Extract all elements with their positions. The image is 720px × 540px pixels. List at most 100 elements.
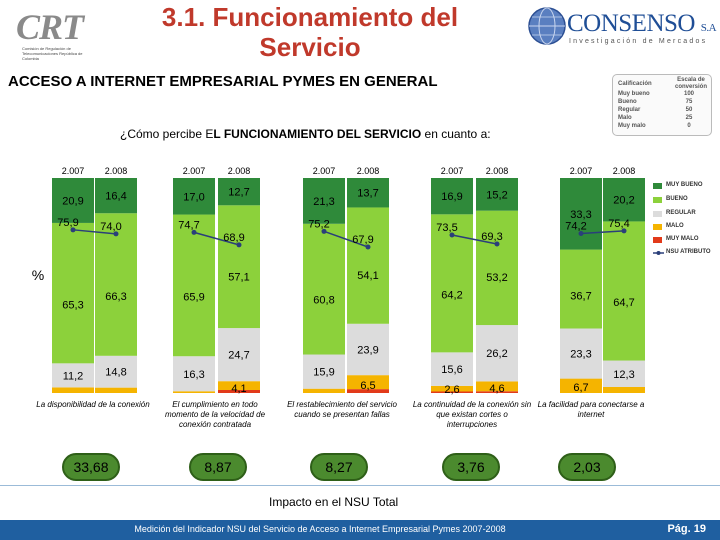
data-label-bueno: 60,8 [313, 295, 334, 307]
nsu-line [580, 230, 625, 235]
impact-label: Impacto en el NSU Total [269, 495, 399, 509]
y-axis-label: % [32, 267, 44, 283]
bar-segment-malo [431, 385, 473, 392]
data-label-bueno: 53,2 [486, 272, 507, 284]
nsu-impact-badge: 3,76 [442, 453, 500, 481]
scale-row: Muy bueno 100 [618, 91, 694, 97]
nsu-value-label: 75,9 [57, 217, 78, 229]
nsu-value-label: 75,2 [308, 218, 329, 230]
nsu-value-label: 74,0 [100, 221, 121, 233]
year-label: 2.008 [228, 166, 251, 176]
crt-logo: CRT Comisión de Regulación de Telecomuni… [8, 6, 108, 64]
data-label-malo: 2,6 [444, 384, 459, 396]
data-label-regular: 24,7 [228, 350, 249, 362]
year-label: 2.008 [486, 166, 509, 176]
nsu-value-label: 73,5 [436, 222, 457, 234]
data-label-muy-bueno: 15,2 [486, 189, 507, 201]
scale-conversion-box: Calificación Escala de conversión Muy bu… [612, 74, 712, 136]
nsu-impact-badge: 33,68 [62, 453, 120, 481]
data-label-regular: 23,9 [357, 344, 378, 356]
bar-segment-malo [52, 387, 94, 393]
consenso-name: CONSENSO S.A [567, 10, 717, 37]
scale-row: Muy malo 0 [618, 123, 691, 129]
group-label: El restablecimiento del servicio cuando … [287, 400, 397, 419]
bar-segment-bueno [218, 205, 260, 329]
nsu-value-label: 74,2 [565, 220, 586, 232]
bar-segment-bueno [603, 221, 645, 361]
nsu-point [365, 244, 371, 250]
nsu-impact-badge: 8,87 [189, 453, 247, 481]
bar-segment-muy-bueno [303, 178, 345, 224]
nsu-point [113, 231, 119, 237]
bar-segment-bueno [303, 223, 345, 355]
stacked-bar-chart: % 2.007 20,9 65,3 11,2 2.008 16,4 66,3 14,8 75,9 7… [32, 166, 645, 396]
bar-segment-malo [476, 381, 518, 392]
data-label-muy-bueno: 17,0 [183, 191, 204, 203]
data-label-regular: 26,2 [486, 348, 507, 360]
data-label-bueno: 36,7 [570, 290, 591, 302]
data-label-malo: 4,1 [231, 383, 246, 395]
data-label-regular: 16,3 [183, 369, 204, 381]
data-label-bueno: 54,1 [357, 270, 378, 282]
nsu-point [621, 228, 627, 234]
nsu-value-label: 68,9 [223, 232, 244, 244]
bar-segment-muy-bueno [347, 178, 389, 208]
bar-segment-malo [218, 381, 260, 390]
nsu-line [193, 231, 240, 246]
year-label: 2.008 [357, 166, 380, 176]
bar-segment-bueno [52, 222, 94, 364]
data-label-muy-bueno: 12,7 [228, 187, 249, 199]
group-label: La facilidad para conectarse a internet [537, 400, 645, 419]
bar-segment-muy-bueno [173, 178, 215, 215]
data-label-regular: 15,9 [313, 367, 334, 379]
footer-bar: Medición del Indicador NSU del Servicio … [0, 520, 720, 540]
bar-segment-muy-bueno [218, 178, 260, 206]
data-label-muy-bueno: 13,7 [357, 188, 378, 200]
bar-segment-regular [431, 352, 473, 386]
bar-segment-muy-bueno [95, 178, 137, 214]
data-label-muy-bueno: 33,3 [570, 209, 591, 221]
bar-segment-regular [560, 328, 602, 379]
bar-segment-muy-bueno [52, 178, 94, 223]
nsu-value-label: 75,4 [608, 218, 629, 230]
nsu-point [578, 230, 584, 236]
bar-segment-regular [476, 325, 518, 382]
year-label: 2.007 [313, 166, 336, 176]
data-label-muy-bueno: 20,2 [613, 195, 634, 207]
data-label-bueno: 65,9 [183, 292, 204, 304]
scale-row: Malo 25 [618, 115, 693, 121]
data-label-muy-bueno: 16,4 [105, 191, 126, 203]
footer-text: Medición del Indicador NSU del Servicio … [134, 524, 506, 534]
consenso-logo: CONSENSO S.A Investigación de Mercados [527, 6, 717, 52]
bar-segment-malo [95, 387, 137, 393]
nsu-impact-badge: 2,03 [558, 453, 616, 481]
year-label: 2.007 [183, 166, 206, 176]
nsu-value-label: 74,7 [178, 219, 199, 231]
data-label-regular: 11,2 [63, 370, 84, 382]
year-label: 2.007 [570, 166, 593, 176]
nsu-line [72, 229, 117, 235]
bar-segment-bueno [95, 213, 137, 356]
nsu-value-label: 69,3 [481, 231, 502, 243]
data-label-regular: 14,8 [105, 367, 126, 379]
bar-segment-malo [560, 378, 602, 393]
consenso-tagline: Investigación de Mercados [569, 38, 708, 45]
bar-segment-regular [95, 355, 137, 388]
globe-icon [528, 7, 566, 45]
data-label-bueno: 64,2 [441, 289, 462, 301]
group-label: La disponibilidad de la conexión [36, 400, 150, 409]
bar-segment-muy-bueno [431, 178, 473, 215]
group-label: El cumplimiento en todo momento de la ve… [164, 400, 266, 429]
nsu-point [236, 242, 242, 248]
bar-segment-malo [303, 388, 345, 393]
bar-segment-muy-malo [218, 389, 260, 393]
group-label: La continuidad de la conexión sin que ex… [412, 400, 532, 429]
year-label: 2.008 [613, 166, 636, 176]
data-label-bueno: 65,3 [62, 299, 83, 311]
consenso-suffix: S.A [700, 22, 717, 34]
bar-segment-muy-bueno [476, 178, 518, 211]
data-label-regular: 23,3 [570, 349, 591, 361]
data-label-regular: 12,3 [613, 369, 634, 381]
bar-segment-regular [52, 363, 94, 388]
scale-row: Regular 50 [618, 107, 693, 113]
